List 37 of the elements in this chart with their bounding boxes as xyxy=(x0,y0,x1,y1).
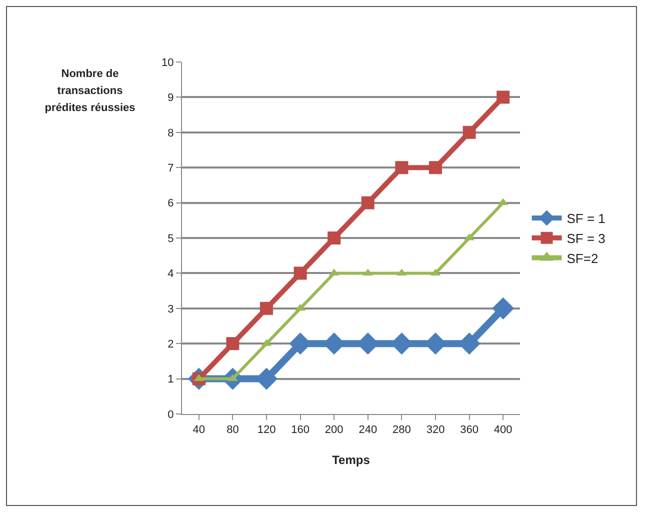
y-tick-label: 0 xyxy=(168,408,174,421)
y-tick-label: 7 xyxy=(168,162,174,174)
y-tick-label: 5 xyxy=(168,232,174,245)
point xyxy=(429,161,442,174)
point xyxy=(395,161,408,174)
point xyxy=(361,196,374,210)
x-tick-label: 240 xyxy=(358,424,378,436)
point xyxy=(294,266,307,280)
y-tick-label: 6 xyxy=(168,198,174,210)
legend-label: SF = 1 xyxy=(566,211,606,226)
x-tick-label: 400 xyxy=(494,424,512,436)
y-tick-label: 8 xyxy=(168,127,174,140)
x-tick-label: 160 xyxy=(291,424,310,436)
point xyxy=(492,297,514,320)
x-tick-label: 200 xyxy=(324,424,344,436)
point xyxy=(462,126,476,139)
point xyxy=(496,90,510,104)
x-tick-label: 80 xyxy=(226,424,239,436)
y-tick-label: 10 xyxy=(162,56,174,69)
x-tick-label: 280 xyxy=(392,424,411,436)
point xyxy=(295,304,306,311)
x-tick-label: 320 xyxy=(426,424,445,436)
point xyxy=(260,302,273,315)
y-tick-label: 4 xyxy=(168,268,174,280)
x-tick-label: 360 xyxy=(460,424,478,436)
y-tick-label: 2 xyxy=(168,338,174,350)
x-tick-label: 40 xyxy=(192,424,206,436)
y-tick-label: 3 xyxy=(168,303,174,316)
x-tick-label: 120 xyxy=(257,424,276,436)
x-axis-title: Temps xyxy=(332,453,370,468)
y-axis-title: Nombre de transactions prédites réussies xyxy=(44,67,136,116)
point xyxy=(226,337,240,350)
y-tick-label: 9 xyxy=(168,92,174,104)
y-tick-label: 1 xyxy=(168,374,174,386)
legend-label: SF = 3 xyxy=(566,230,606,246)
point xyxy=(328,232,341,244)
legend-label: SF=2 xyxy=(566,250,598,266)
